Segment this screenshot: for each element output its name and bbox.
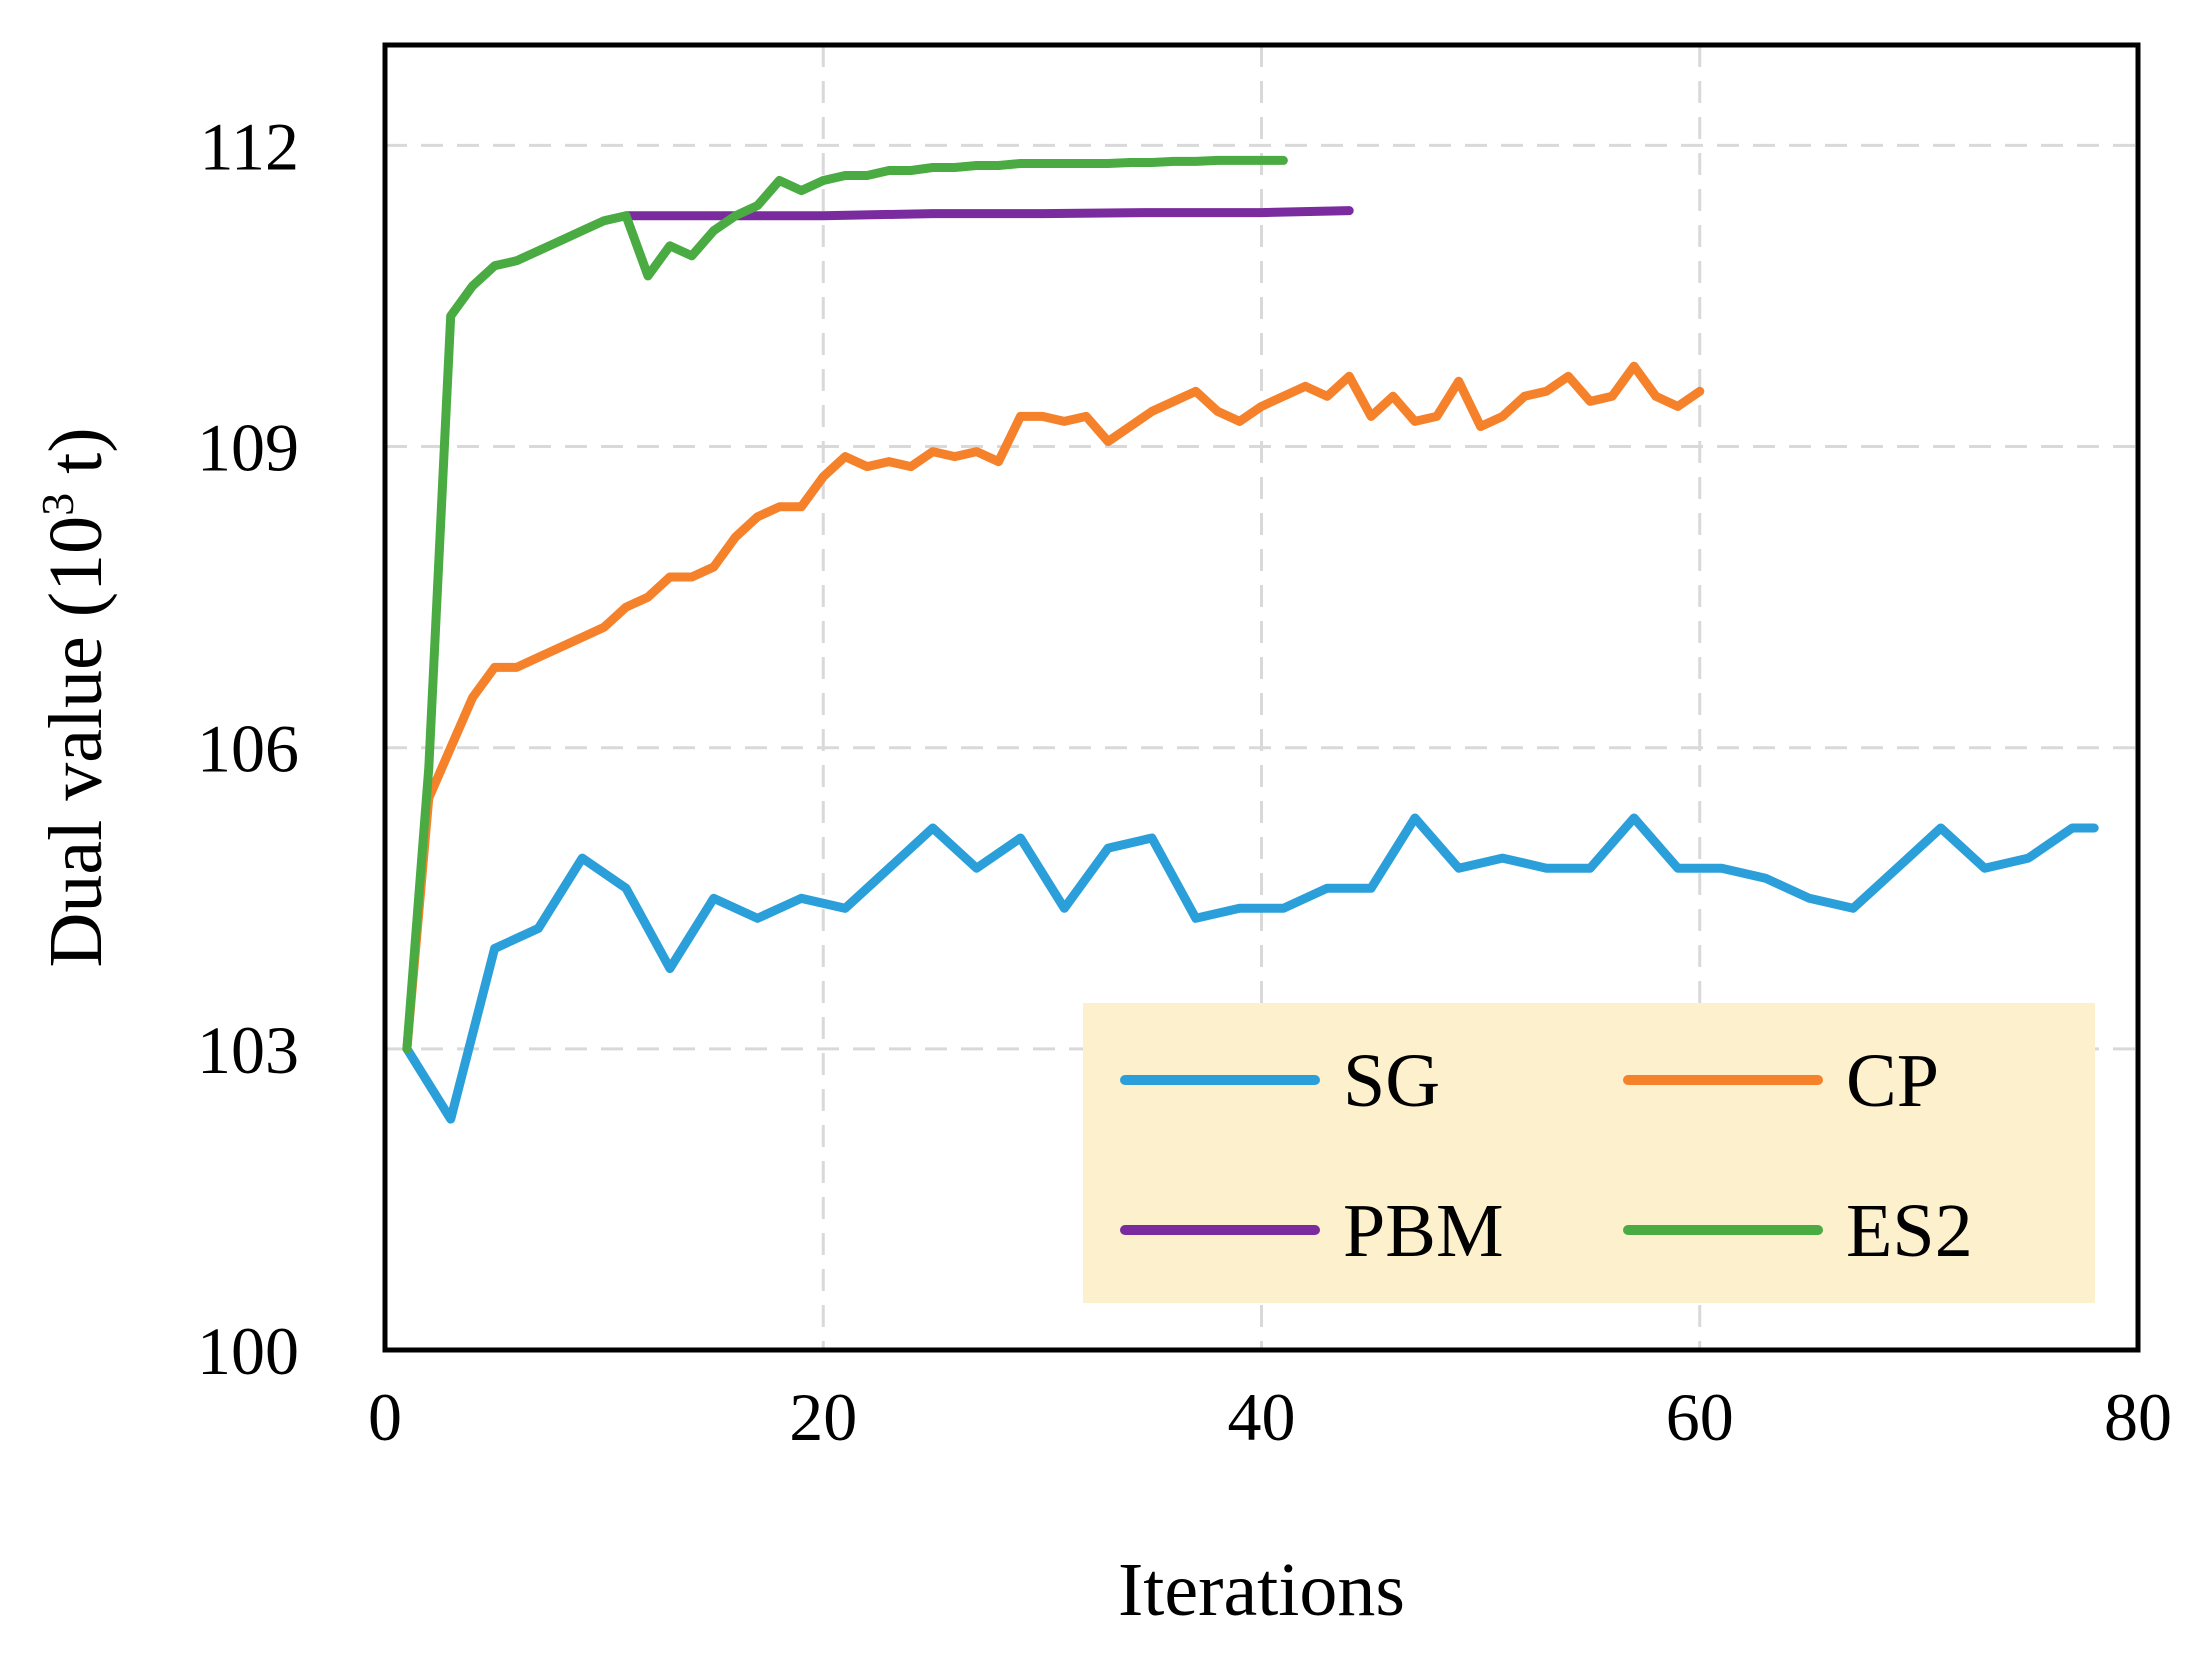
plot-area-frame <box>382 42 2141 1353</box>
legend-label-cp: CP <box>1846 1039 1939 1123</box>
y-axis-title-superscript: 3 <box>32 493 83 516</box>
y-tick-label-100: 100 <box>197 1313 299 1389</box>
x-tick-label-60: 60 <box>1666 1379 1734 1455</box>
series-line-cp <box>402 361 1705 1054</box>
legend-background <box>1083 1003 2095 1303</box>
legend-label-sg: SG <box>1343 1039 1440 1123</box>
axis-tick-labels: 100 103 106 109 112 0 20 40 60 80 <box>197 108 2172 1455</box>
x-tick-label-80: 80 <box>2104 1379 2172 1455</box>
y-tick-label-106: 106 <box>197 711 299 787</box>
y-tick-label-112: 112 <box>200 108 299 184</box>
y-tick-label-103: 103 <box>197 1012 299 1088</box>
y-tick-label-109: 109 <box>197 410 299 486</box>
y-axis-title: Dual value (103 t) <box>32 427 118 967</box>
legend-label-es2: ES2 <box>1846 1189 1973 1273</box>
x-tick-label-0: 0 <box>368 1379 402 1455</box>
legend-label-pbm: PBM <box>1343 1189 1504 1273</box>
x-tick-label-40: 40 <box>1228 1379 1296 1455</box>
y-axis-title-prefix: Dual value (10 <box>34 516 118 968</box>
series-line-sg <box>402 813 2099 1124</box>
y-axis-title-suffix: t) <box>34 427 118 492</box>
x-tick-label-20: 20 <box>789 1379 857 1455</box>
series-line-es2 <box>402 155 1288 1054</box>
series-lines <box>402 155 2099 1124</box>
legend: SG CP PBM ES2 <box>1083 1003 2095 1303</box>
x-axis-title: Iterations <box>1118 1548 1405 1632</box>
